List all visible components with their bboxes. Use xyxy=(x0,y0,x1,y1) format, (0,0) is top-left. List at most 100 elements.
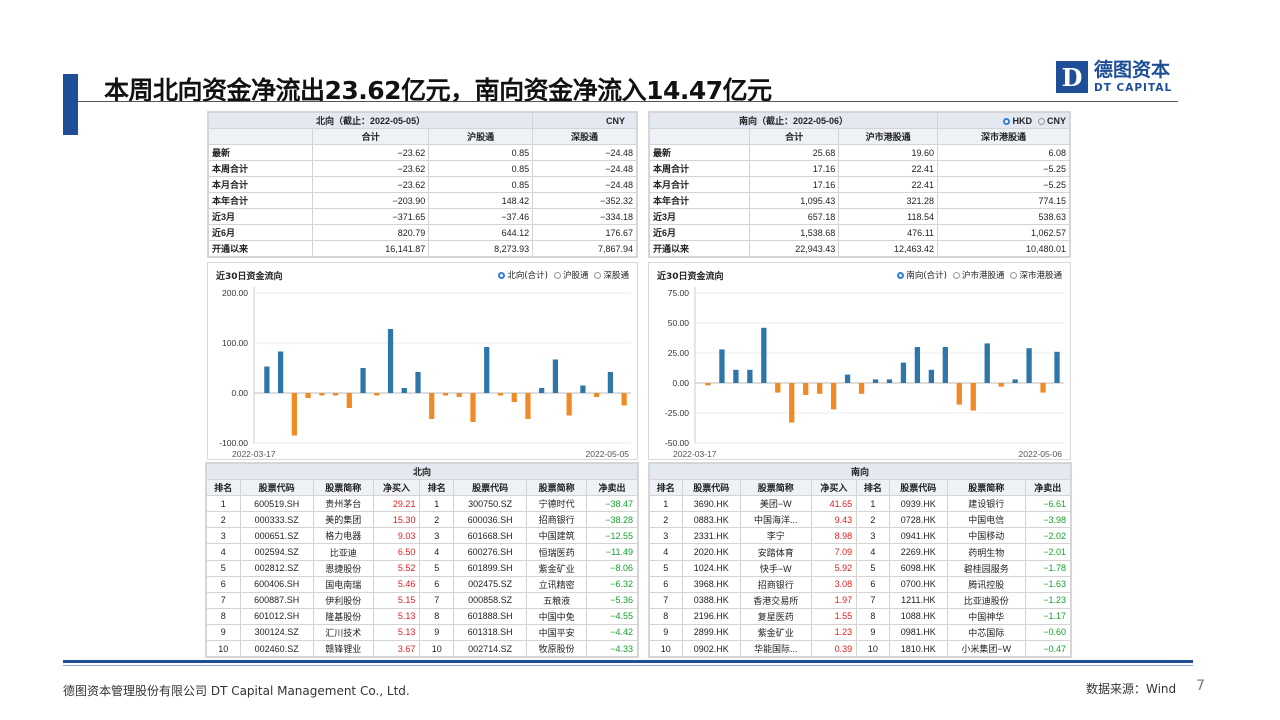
logo-cn-text: 德图资本 xyxy=(1094,59,1171,81)
currency-toggle[interactable]: HKD CNY xyxy=(937,112,1070,129)
flow-bar xyxy=(886,379,893,383)
rank-number: 3 xyxy=(419,527,455,545)
rank-column-header: 股票简称 xyxy=(946,479,1026,497)
stock-name: 恩捷股份 xyxy=(312,559,374,577)
cell-value: −334.18 xyxy=(532,208,637,225)
currency-hkd-radio[interactable] xyxy=(1003,117,1011,125)
rank-number: 4 xyxy=(856,543,890,561)
cell-value: 16,141.87 xyxy=(311,240,430,257)
cell-value: 1,062.57 xyxy=(937,224,1070,241)
stock-code: 1211.HK xyxy=(888,591,948,609)
column-header: 合计 xyxy=(311,128,430,145)
row-label: 开通以来 xyxy=(208,240,313,257)
currency-label: CNY xyxy=(605,115,625,126)
flow-bar xyxy=(497,393,504,396)
legend-item[interactable]: 北向(合计) xyxy=(498,269,548,281)
stock-name: 中国海洋... xyxy=(739,511,812,529)
row-label: 本周合计 xyxy=(649,160,750,177)
rank-number: 3 xyxy=(206,527,241,545)
rank-number: 4 xyxy=(649,543,683,561)
cell-value: −23.62 xyxy=(311,176,430,193)
legend-radio[interactable] xyxy=(594,272,602,279)
legend-label: 南向(合计) xyxy=(906,271,947,281)
stock-code: 2331.HK xyxy=(681,527,741,545)
stock-name: 香港交易所 xyxy=(739,591,812,609)
net-buy: 5.13 xyxy=(372,623,421,642)
cell-value: −24.48 xyxy=(532,160,637,177)
flow-bar xyxy=(970,383,976,411)
legend-radio[interactable] xyxy=(1010,272,1018,279)
company-logo: D 德图资本 DT CAPITAL xyxy=(1056,60,1172,94)
legend-radio[interactable] xyxy=(952,272,960,279)
legend-radio[interactable] xyxy=(897,272,905,279)
flow-bar xyxy=(374,393,380,396)
stock-name: 中国移动 xyxy=(946,527,1026,545)
cell-value: −24.48 xyxy=(532,176,637,193)
summary-header-row: 北向（截止：2022-05-05） CNY xyxy=(207,112,637,129)
cell-value: 1,538.68 xyxy=(748,224,840,241)
stock-name: 腾讯控股 xyxy=(946,575,1026,593)
stock-code: 0883.HK xyxy=(681,511,741,529)
rank-number: 1 xyxy=(206,495,241,513)
legend-item[interactable]: 南向(合计) xyxy=(897,269,947,281)
stock-code: 0981.HK xyxy=(888,623,948,642)
row-label: 本年合计 xyxy=(649,192,750,209)
flow-bar xyxy=(580,385,586,393)
cell-value: 0.85 xyxy=(428,176,534,193)
cell-value: 176.67 xyxy=(532,224,637,241)
south-chart-legend: 南向(合计) 沪市港股通 深市港股通 xyxy=(897,269,1062,281)
legend-item[interactable]: 沪市港股通 xyxy=(952,269,1005,281)
legend-label: 沪市港股通 xyxy=(961,271,1005,281)
south-flow-chart: 近30日资金流向 南向(合计) 沪市港股通 深市港股通 75.00 50.00 25.0… xyxy=(648,262,1071,460)
flow-bar xyxy=(552,359,559,393)
flow-bar xyxy=(539,388,545,393)
legend-radio[interactable] xyxy=(553,272,561,279)
rank-number: 3 xyxy=(649,527,683,545)
column-header xyxy=(649,128,750,145)
summary-row: 开通以来 22,943.43 12,463.42 10,480.01 xyxy=(649,240,1070,257)
row-label: 本周合计 xyxy=(208,160,313,177)
cell-value: −37.46 xyxy=(428,208,534,225)
y-tick-label: -100.00 xyxy=(219,438,248,448)
rank-row: 10 002460.SZ 赣锋锂业 3.67 10 002714.SZ 牧原股份 −4.33 xyxy=(206,640,638,658)
cell-value: 1,095.43 xyxy=(748,192,840,209)
rank-row: 9 2899.HK 紫金矿业 1.23 9 0981.HK 中芯国际 −0.60 xyxy=(649,623,1072,642)
net-buy: 5.13 xyxy=(372,607,421,625)
stock-name: 安踏体育 xyxy=(739,543,812,561)
stock-code: 601888.SH xyxy=(453,607,528,625)
flow-bar xyxy=(525,393,531,419)
legend-item[interactable]: 深市港股通 xyxy=(1010,269,1062,281)
flow-bar xyxy=(278,351,284,393)
x-start-label: 2022-03-17 xyxy=(232,449,276,459)
stock-code: 600887.SH xyxy=(239,591,314,609)
net-buy: 15.30 xyxy=(372,511,421,529)
rank-grid: 北向 排名 股票代码 股票简称 净买入 排名 股票代码 股票简称 净卖出 1 600519.SH 贵州… xyxy=(206,462,638,658)
cell-value: −23.62 xyxy=(311,160,430,177)
column-header: 沪市港股通 xyxy=(838,128,939,145)
rank-row: 8 601012.SH 隆基股份 5.13 8 601888.SH 中国中免 −4.55 xyxy=(206,607,638,625)
cell-value: 657.18 xyxy=(748,208,840,225)
flow-bar xyxy=(830,383,837,410)
currency-cny-radio[interactable] xyxy=(1037,117,1045,125)
legend-item[interactable]: 沪股通 xyxy=(553,269,588,281)
summary-row: 近3月 657.18 118.54 538.63 xyxy=(649,208,1070,225)
column-header xyxy=(208,128,313,145)
stock-code: 6098.HK xyxy=(888,559,948,577)
flow-bar xyxy=(956,383,962,405)
north-rank-table: 北向 排名 股票代码 股票简称 净买入 排名 股票代码 股票简称 净卖出 1 600519.SH 贵州… xyxy=(205,462,639,658)
stock-name: 招商银行 xyxy=(739,575,812,593)
stock-code: 0939.HK xyxy=(888,495,948,513)
rank-row: 5 002812.SZ 恩捷股份 5.52 5 601899.SH 紫金矿业 −8.06 xyxy=(206,559,638,577)
legend-item[interactable]: 深股通 xyxy=(594,269,629,281)
cell-value: −5.25 xyxy=(937,160,1070,177)
cell-value: 7,867.94 xyxy=(532,240,637,257)
legend-radio[interactable] xyxy=(498,272,506,279)
rank-number: 4 xyxy=(419,543,455,561)
currency-toggle[interactable]: CNY xyxy=(532,112,637,129)
stock-code: 601012.SH xyxy=(239,607,314,625)
y-tick-label: 0.00 xyxy=(672,378,689,388)
net-sell: −5.36 xyxy=(586,591,638,609)
cell-value: 774.15 xyxy=(937,192,1070,209)
stock-code: 3690.HK xyxy=(681,495,741,513)
